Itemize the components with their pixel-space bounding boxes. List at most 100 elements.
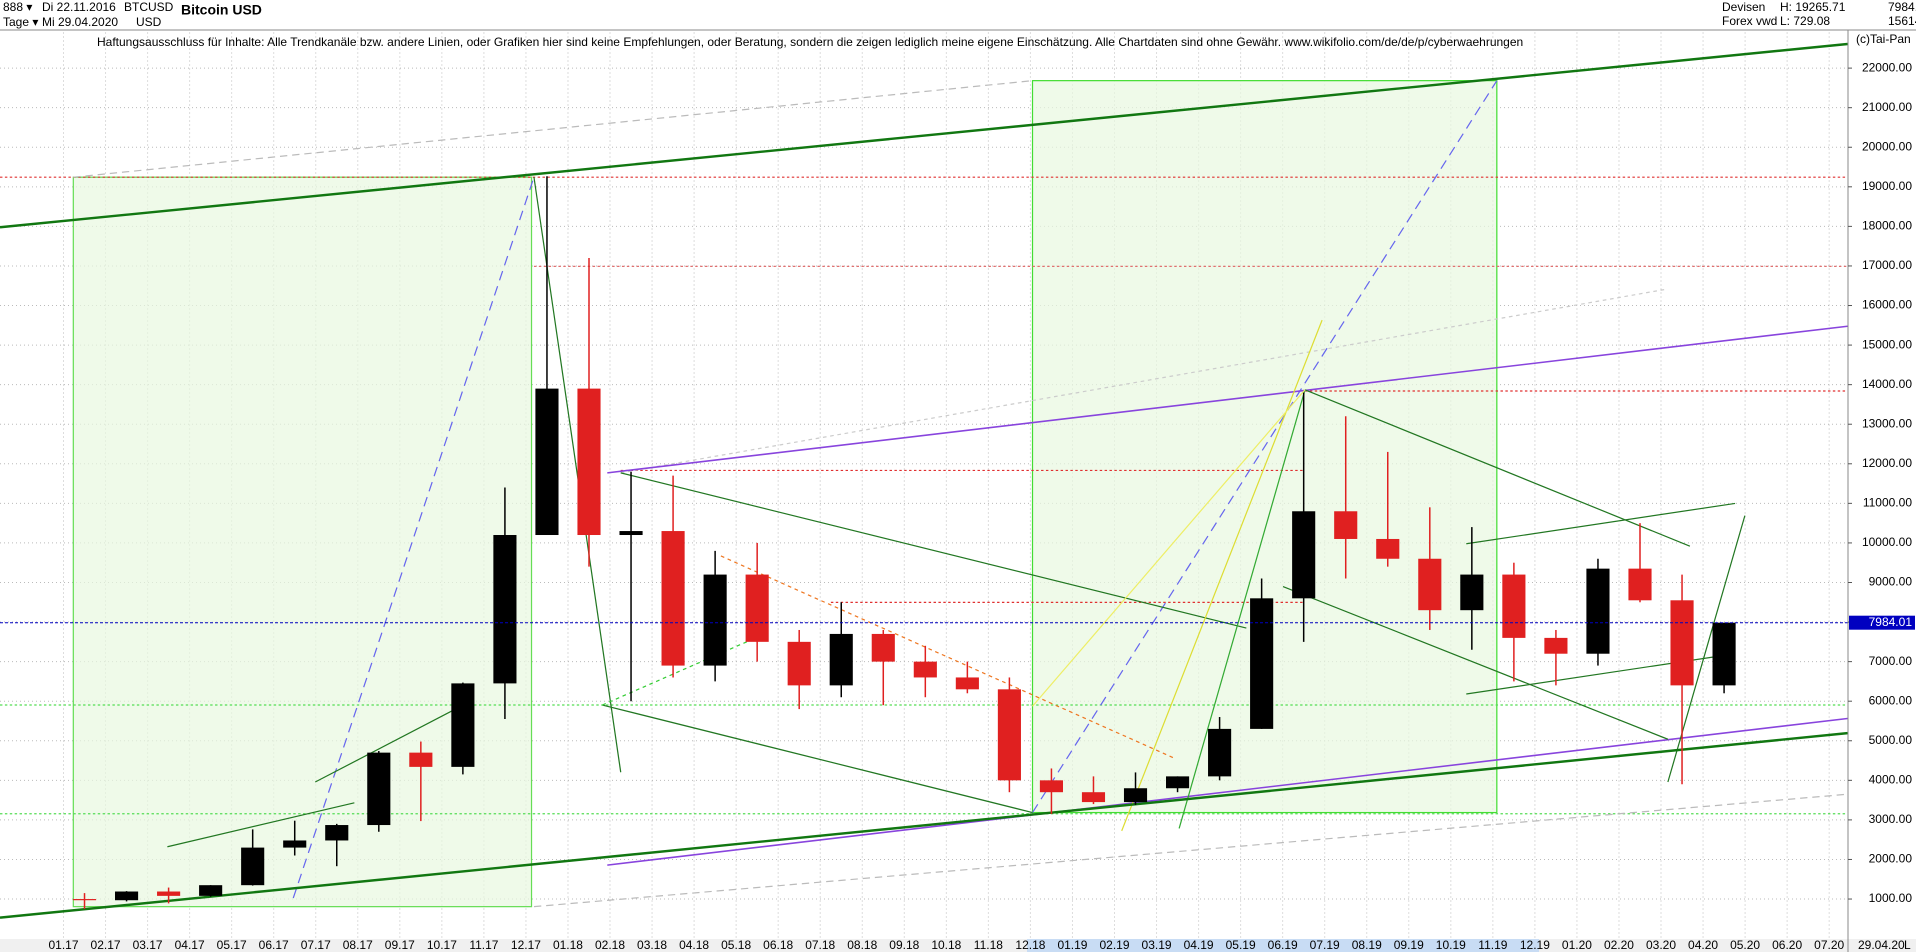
y-tick-label: 19000.00	[1862, 179, 1912, 193]
x-tick-label: 07.18	[805, 938, 835, 952]
x-tick-label: 06.20	[1772, 938, 1802, 952]
x-tick-label: 02.20	[1604, 938, 1634, 952]
y-tick-label: 3000.00	[1869, 812, 1913, 826]
zone	[72, 176, 533, 908]
x-tick-label: 11.18	[974, 938, 1003, 952]
candle-body	[535, 388, 559, 536]
currency: USD	[136, 15, 162, 29]
candle-body	[199, 885, 223, 896]
candle-body	[1670, 600, 1694, 686]
trendline	[720, 555, 1174, 759]
last-price-box	[1849, 615, 1915, 630]
candle-body	[703, 574, 727, 666]
y-tick-label: 9000.00	[1869, 575, 1913, 589]
candle-body	[1460, 574, 1484, 611]
trendline	[607, 325, 1848, 474]
x-tick-label: 07.17	[301, 938, 331, 952]
trendline	[314, 702, 469, 783]
candles	[0, 176, 1848, 909]
x-tick-label: 03.19	[1142, 938, 1172, 952]
candle-body	[955, 677, 979, 690]
x-tick-label: 07.19	[1310, 938, 1340, 952]
x-tick-label: 03.17	[133, 938, 163, 952]
candle-body	[1292, 511, 1316, 599]
candle-body	[1418, 558, 1442, 611]
candle-body	[871, 633, 895, 662]
candle-body	[1376, 538, 1400, 559]
y-tick-label: 21000.00	[1862, 100, 1912, 114]
x-tick-label: 06.17	[259, 938, 289, 952]
copyright: (c)Tai-Pan	[1856, 32, 1911, 46]
last: 7984.01	[1888, 0, 1916, 14]
candle-body	[1502, 574, 1526, 638]
y-tick-label: 12000.00	[1862, 456, 1912, 470]
candle-body	[745, 574, 769, 642]
candle-body	[493, 535, 517, 684]
end-date: 29.04.20	[1858, 938, 1905, 952]
candle-body	[325, 825, 349, 841]
x-tick-label: 08.18	[847, 938, 877, 952]
x-tick-label: 06.18	[763, 938, 793, 952]
x-tick-label: 02.18	[595, 938, 625, 952]
y-tick-label: 5000.00	[1869, 733, 1913, 747]
x-tick-label: 08.17	[343, 938, 373, 952]
x-tick-label: 09.17	[385, 938, 415, 952]
x-tick-label: 10.17	[427, 938, 457, 952]
y-tick-label: 18000.00	[1862, 219, 1912, 233]
high: H: 19265.71	[1780, 0, 1846, 14]
candle-body	[1165, 776, 1190, 789]
y-tick-label: 13000.00	[1862, 416, 1912, 430]
x-tick-label: 11.19	[1478, 938, 1507, 952]
candle-body	[1628, 568, 1652, 601]
x-tick-label: 03.18	[637, 938, 667, 952]
volume: 156142.8	[1888, 14, 1916, 28]
y-tick-label: 10000.00	[1862, 535, 1912, 549]
candle-body	[1544, 637, 1568, 654]
x-tick-label: 04.20	[1688, 938, 1718, 952]
menu[interactable]: Tage ▾	[3, 15, 38, 29]
trendlines	[0, 42, 1848, 919]
y-tick-label: 14000.00	[1862, 377, 1912, 391]
date-to: Mi 29.04.2020	[42, 15, 118, 29]
y-tick-label: 11000.00	[1863, 496, 1912, 510]
x-tick-label: 09.19	[1394, 938, 1424, 952]
candle-body	[913, 661, 937, 678]
x-tick-label: 05.19	[1226, 938, 1256, 952]
candle-body	[1712, 622, 1736, 686]
candle-body	[661, 531, 685, 666]
y-tick-label: 20000.00	[1862, 139, 1912, 153]
trendline	[1178, 389, 1306, 829]
candle-body	[283, 840, 307, 848]
candle-body	[367, 752, 391, 826]
x-tick-label: 04.18	[679, 938, 709, 952]
trendline	[1121, 319, 1323, 832]
candle-body	[1334, 511, 1358, 539]
candle-body	[577, 388, 601, 536]
x-tick-label: 10.19	[1436, 938, 1466, 952]
trendline	[1032, 389, 1306, 707]
candle-body	[451, 683, 475, 767]
date-from: Di 22.11.2016	[42, 0, 116, 14]
y-tick-label: 7000.00	[1869, 654, 1913, 668]
x-tick-label: 06.19	[1268, 938, 1298, 952]
candle-body	[409, 752, 433, 767]
trendline	[533, 177, 622, 773]
title: Bitcoin USD	[181, 2, 262, 18]
ticker: BTCUSD	[124, 0, 174, 14]
candle-body	[1081, 792, 1106, 803]
candle-body	[829, 633, 853, 686]
candle-body	[1250, 598, 1274, 729]
trendline	[620, 288, 1665, 474]
x-tick-label: 05.17	[217, 938, 247, 952]
x-tick-label: 12.19	[1520, 938, 1550, 952]
x-tick-label: 02.19	[1099, 938, 1129, 952]
menu[interactable]: 888 ▾	[3, 0, 32, 14]
candle-body	[1586, 568, 1610, 654]
x-tick-label: 11.17	[469, 938, 498, 952]
x-tick-label: 12.17	[511, 938, 541, 952]
trendline	[0, 42, 1848, 229]
scale-mode: L	[1904, 938, 1911, 952]
x-tick-label: 01.18	[553, 938, 583, 952]
